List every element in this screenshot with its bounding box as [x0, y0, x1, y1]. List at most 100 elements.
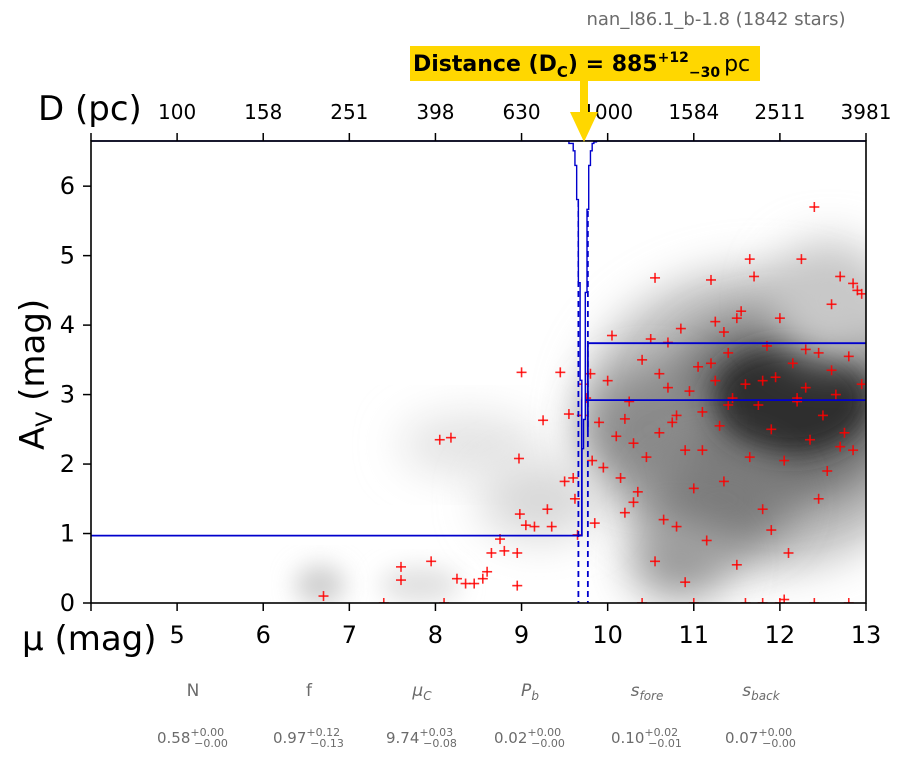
param-name: N — [187, 681, 200, 701]
param-value: 0.97+0.12 −0.13 — [273, 726, 344, 750]
star-point — [445, 432, 456, 443]
star-point — [396, 561, 406, 572]
star-point — [774, 313, 785, 324]
star-point — [697, 406, 708, 417]
star-point — [800, 382, 811, 393]
star-point — [843, 598, 854, 603]
y-tick-label: 2 — [60, 450, 75, 478]
star-point — [460, 578, 471, 589]
star-point — [718, 327, 729, 338]
star-point — [451, 573, 462, 584]
star-point — [792, 393, 803, 404]
star-point — [378, 598, 389, 603]
star-point — [688, 598, 699, 603]
y-tick-label: 3 — [60, 381, 75, 409]
x-axis-bottom: 5 6 7 8 9 10 11 12 13 — [90, 603, 882, 649]
star-point — [546, 521, 557, 532]
star-point — [736, 306, 747, 317]
top-tick-label: 2511 — [754, 100, 805, 124]
param-name: μC — [411, 681, 432, 703]
star-point — [563, 409, 574, 420]
star-point — [529, 521, 540, 532]
star-point — [779, 455, 790, 466]
star-point — [770, 372, 781, 383]
star-point — [684, 386, 695, 397]
x-tick-label: 10 — [592, 621, 623, 649]
star-point — [619, 413, 630, 424]
star-point — [615, 472, 626, 483]
star-point — [680, 577, 691, 588]
star-point — [809, 598, 820, 603]
star-point — [641, 452, 652, 463]
x-tick-label: 9 — [514, 621, 529, 649]
parameter-table: N 0.58+0.00 −0.00 f 0.97+0.12 −0.13 μC 9.74+0.0… — [157, 681, 796, 750]
star-point — [843, 351, 854, 362]
star-point — [826, 299, 837, 310]
star-point — [598, 462, 609, 473]
star-point — [817, 410, 828, 421]
star-point — [499, 545, 510, 556]
star-point — [434, 434, 445, 445]
star-point — [426, 556, 437, 567]
star-point — [628, 497, 639, 508]
x-tick-label: 5 — [169, 621, 184, 649]
star-point — [749, 271, 760, 282]
chart-title: nan_l86.1_b-1.8 (1842 stars) — [586, 9, 845, 30]
param-column: μC 9.74+0.03 −0.08 — [386, 681, 457, 750]
param-column: f 0.97+0.12 −0.13 — [273, 681, 344, 750]
star-point — [740, 379, 751, 390]
star-point — [706, 274, 716, 285]
star-point — [587, 455, 598, 466]
param-column: sback 0.07+0.00 −0.00 — [725, 681, 796, 750]
star-point — [805, 434, 816, 445]
star-point — [839, 427, 850, 438]
star-point — [766, 424, 777, 435]
star-point — [538, 415, 549, 426]
distance-arrow — [570, 81, 598, 142]
star-point — [469, 578, 480, 589]
star-point — [714, 420, 725, 431]
model-step-line — [91, 399, 866, 537]
star-point — [637, 598, 648, 603]
top-tick-label: 3981 — [841, 100, 892, 124]
star-point — [835, 271, 846, 282]
star-point — [654, 427, 665, 438]
star-point — [650, 556, 661, 567]
y-axis: 0 1 2 3 4 5 6 — [60, 172, 91, 617]
x-axis-top: 100 158 251 398 630 1000 1584 2511 3981 — [90, 100, 892, 141]
x-tick-label: 13 — [851, 621, 882, 649]
y-tick-label: 0 — [60, 589, 75, 617]
top-tick-label: 630 — [502, 100, 540, 124]
star-point — [671, 521, 682, 532]
star-point — [675, 323, 686, 334]
star-point — [439, 598, 450, 603]
param-name: sfore — [631, 681, 664, 703]
plot-frame — [90, 140, 867, 604]
x-axis-label-top: D (pc) — [38, 89, 142, 129]
top-tick-label: 1584 — [668, 100, 719, 124]
param-value: 0.10+0.02 −0.01 — [611, 726, 682, 750]
distance-banner: Distance (DC) = 885+12−30 pc — [410, 46, 760, 142]
star-point — [606, 330, 617, 341]
model-lines — [91, 141, 866, 603]
top-tick-label: 251 — [330, 100, 368, 124]
star-point — [757, 375, 768, 386]
x-axis-label-bottom: μ (mag) — [22, 619, 157, 659]
star-point — [650, 272, 661, 283]
star-point — [520, 520, 531, 531]
top-tick-label: 158 — [244, 100, 282, 124]
param-column: Pb 0.02+0.00 −0.00 — [494, 681, 565, 750]
star-point — [624, 396, 635, 407]
star-point — [569, 493, 580, 504]
top-tick-label: 398 — [416, 100, 454, 124]
star-point — [701, 535, 712, 546]
star-point — [744, 254, 755, 265]
star-point — [826, 365, 837, 376]
x-tick-label: 12 — [765, 621, 796, 649]
star-point — [512, 547, 523, 558]
star-point — [766, 525, 777, 536]
x-tick-label: 8 — [428, 621, 443, 649]
y-tick-label: 6 — [60, 172, 75, 200]
star-point — [688, 483, 699, 494]
y-tick-label: 5 — [60, 242, 75, 270]
